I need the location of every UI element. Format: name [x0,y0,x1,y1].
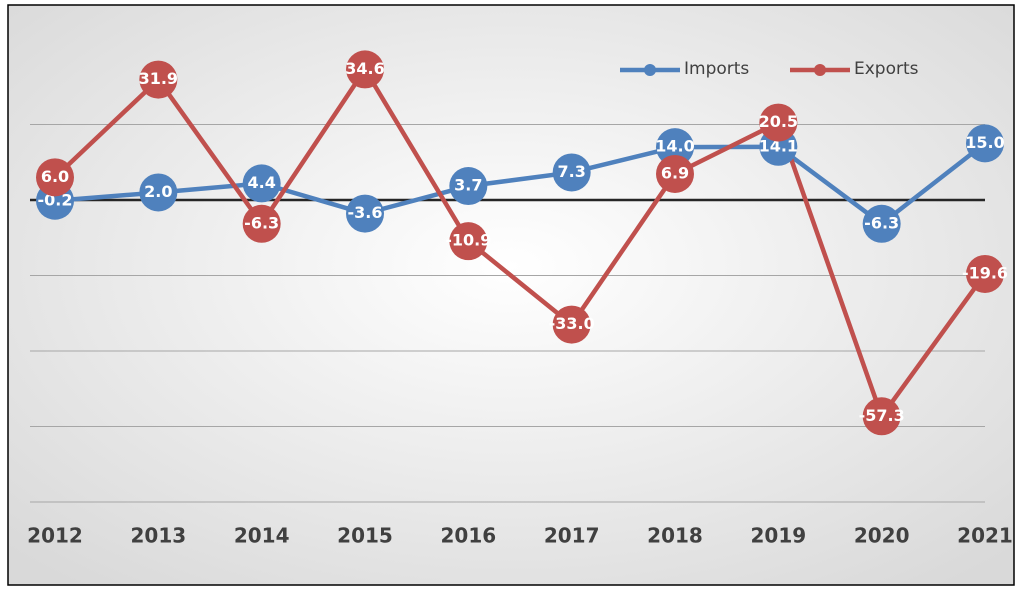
marker [759,103,798,142]
data-label: 4.4 [247,173,275,192]
data-label: 6.9 [661,163,689,182]
marker [139,60,178,99]
x-tick-label: 2017 [544,524,600,548]
marker [242,164,281,203]
legend-marker [814,64,826,76]
series-line [54,141,987,227]
legend-item: Exports [790,59,919,79]
marker [966,124,1004,163]
x-tick-label: 2012 [27,524,83,548]
data-label: -19.6 [962,263,1008,282]
data-label: -57.3 [859,406,905,425]
marker [346,194,384,233]
marker [346,50,384,89]
marker [36,158,74,197]
x-tick-label: 2016 [440,524,496,548]
data-label: 31.9 [139,69,178,88]
data-label: 20.5 [759,112,798,131]
data-label: -6.3 [864,213,899,232]
legend-marker [644,64,656,76]
x-tick-label: 2018 [647,524,703,548]
marker [656,154,694,193]
data-label: 6.0 [41,167,69,186]
x-tick-label: 2013 [130,524,186,548]
marker [449,222,488,261]
marker [449,167,488,206]
data-label: 7.3 [557,162,585,181]
data-label: 3.7 [454,176,482,195]
data-label: -6.3 [244,213,279,232]
legend-item: Imports [620,59,749,79]
marker [862,204,901,243]
x-tick-label: 2021 [957,524,1013,548]
x-tick-label: 2020 [854,524,910,548]
x-tick-label: 2014 [234,524,290,548]
marker [552,153,591,192]
marker [552,305,591,344]
marker [862,397,901,436]
data-label: -33.0 [549,314,595,333]
data-label: -0.2 [38,190,73,209]
legend-label: Imports [684,59,749,79]
data-label: 14.0 [655,137,694,156]
marker [242,204,281,243]
data-label: -3.6 [348,203,383,222]
data-label: 14.1 [759,136,798,155]
data-label: 15.0 [965,133,1004,152]
marker [966,254,1004,293]
data-label: -10.9 [445,231,491,250]
x-tick-label: 2019 [750,524,806,548]
x-tick-label: 2015 [337,524,393,548]
marker [656,128,694,167]
data-label: 2.0 [144,182,172,201]
marker [139,173,178,212]
data-label: 34.6 [345,59,384,78]
legend-label: Exports [854,59,919,79]
series-line [53,67,987,419]
